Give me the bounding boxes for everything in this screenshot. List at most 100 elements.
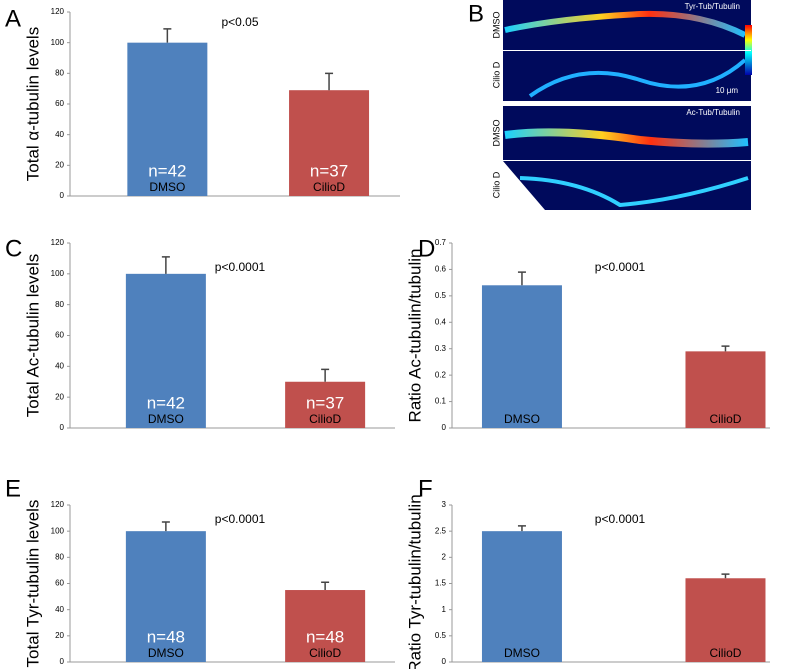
- y-tick-label: 40: [55, 605, 64, 614]
- y-tick-label: 0.7: [435, 238, 447, 247]
- y-tick-label: 1: [442, 605, 447, 614]
- y-tick-label: 80: [55, 68, 64, 77]
- category-label: CilioD: [309, 646, 341, 660]
- row-label: Cilio D: [491, 171, 501, 198]
- p-value: p<0.0001: [595, 260, 646, 274]
- y-tick-label: 120: [51, 500, 65, 509]
- n-label: n=37: [306, 393, 344, 412]
- panel-letter: E: [5, 475, 21, 502]
- error-bar: [321, 368, 330, 382]
- category-label: CilioD: [313, 180, 345, 194]
- fiber: [519, 176, 749, 208]
- row-label: DMSO: [491, 12, 501, 39]
- n-label: n=48: [147, 627, 185, 646]
- n-label: n=37: [310, 161, 348, 180]
- n-label: n=42: [148, 161, 186, 180]
- y-tick-label: 2.5: [435, 526, 447, 535]
- category-label: DMSO: [148, 412, 184, 426]
- error-bar: [161, 521, 170, 532]
- y-tick-label: 0: [60, 657, 65, 666]
- category-label: DMSO: [149, 180, 185, 194]
- error-bar: [163, 28, 172, 43]
- y-tick-label: 80: [55, 552, 64, 561]
- error-bar: [721, 345, 730, 352]
- y-tick-label: 40: [55, 361, 64, 370]
- panel-letter: F: [418, 475, 433, 502]
- y-tick-label: 0.3: [435, 344, 447, 353]
- y-tick-label: 120: [51, 238, 65, 247]
- y-tick-label: 0.5: [435, 291, 447, 300]
- y-tick-label: 100: [51, 526, 65, 535]
- fiber: [504, 10, 747, 38]
- category-label: DMSO: [504, 412, 540, 426]
- bar: [285, 381, 366, 428]
- bar: [125, 531, 206, 662]
- y-tick-label: 60: [55, 579, 64, 588]
- y-tick-label: 100: [51, 38, 65, 47]
- fiber: [528, 58, 747, 98]
- y-tick-label: 0: [60, 423, 65, 432]
- n-label: n=42: [147, 393, 185, 412]
- error-bar: [517, 525, 526, 532]
- y-tick-label: 80: [55, 300, 64, 309]
- p-value: p<0.0001: [595, 512, 646, 526]
- bar: [685, 578, 766, 662]
- bar: [285, 590, 366, 662]
- y-tick-label: 0.2: [435, 370, 447, 379]
- bar: [127, 42, 208, 196]
- y-tick-label: 0.1: [435, 397, 447, 406]
- category-label: DMSO: [504, 646, 540, 660]
- y-tick-label: 60: [55, 331, 64, 340]
- y-tick-label: 0.6: [435, 265, 447, 274]
- y-tick-label: 120: [51, 7, 65, 16]
- y-tick-label: 3: [442, 500, 447, 509]
- y-tick-label: 0: [442, 423, 447, 432]
- micrograph: [503, 161, 751, 210]
- image-title: Tyr-Tub/Tubulin: [685, 2, 740, 11]
- category-label: CilioD: [309, 412, 341, 426]
- y-axis-label: Total α-tubulin levels: [23, 27, 42, 181]
- row-label: DMSO: [491, 120, 501, 147]
- y-tick-label: 0: [60, 191, 65, 200]
- y-tick-label: 0: [442, 657, 447, 666]
- y-tick-label: 0.5: [435, 631, 447, 640]
- category-label: CilioD: [709, 646, 741, 660]
- p-value: p<0.05: [221, 15, 258, 29]
- y-tick-label: 20: [55, 631, 64, 640]
- y-tick-label: 60: [55, 99, 64, 108]
- panel-letter: D: [418, 235, 435, 262]
- panel-letter: A: [5, 5, 21, 32]
- y-axis-label: Ratio Tyr-tubulin/tubulin: [405, 494, 424, 669]
- error-bar: [517, 271, 526, 286]
- bar: [289, 90, 370, 196]
- fiber: [504, 128, 749, 148]
- scale-bar-label: 10 μm: [716, 86, 739, 95]
- category-label: CilioD: [709, 412, 741, 426]
- bar: [481, 285, 562, 428]
- error-bar: [321, 581, 330, 591]
- bar: [685, 351, 766, 428]
- row-label: Cilio D: [491, 61, 501, 88]
- category-label: DMSO: [148, 646, 184, 660]
- image-panel: B Tyr-Tub/Tubulin Ac-Tub/Tubulin 10 μm D…: [468, 0, 752, 210]
- y-tick-label: 40: [55, 130, 64, 139]
- bar: [481, 531, 562, 662]
- y-tick-label: 20: [55, 160, 64, 169]
- p-value: p<0.0001: [215, 512, 266, 526]
- y-axis-label: Total Ac-tubulin levels: [23, 254, 42, 417]
- n-label: n=48: [306, 627, 344, 646]
- p-value: p<0.0001: [215, 260, 266, 274]
- y-tick-label: 2: [442, 552, 447, 561]
- y-axis-label: Ratio Ac-tubulin/tubulin: [405, 249, 424, 423]
- error-bar: [325, 72, 334, 91]
- bar: [125, 273, 206, 428]
- panel-letter: B: [468, 0, 484, 27]
- image-title: Ac-Tub/Tubulin: [686, 108, 740, 117]
- y-axis-label: Total Tyr-tubulin levels: [23, 500, 42, 668]
- y-tick-label: 20: [55, 392, 64, 401]
- y-tick-label: 100: [51, 269, 65, 278]
- y-tick-label: 1.5: [435, 579, 447, 588]
- panel-letter: C: [5, 235, 22, 262]
- error-bar: [721, 573, 730, 579]
